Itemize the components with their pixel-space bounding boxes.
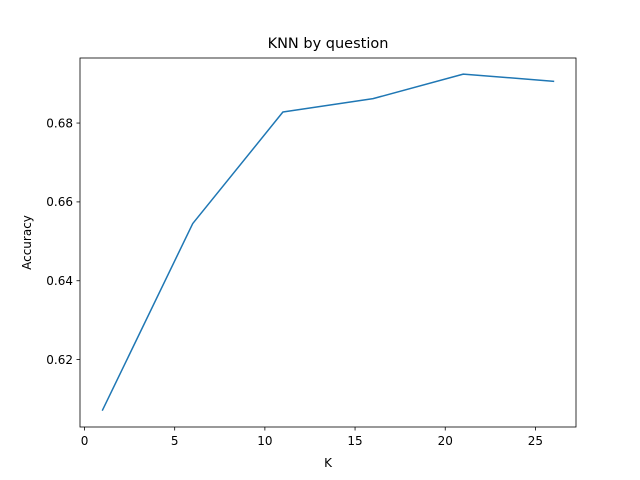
plot-frame <box>79 57 577 428</box>
plot-area-background <box>80 58 576 427</box>
accuracy-series-line <box>101 73 555 412</box>
x-tick-label: 15 <box>347 434 362 448</box>
y-axis-label: Accuracy <box>20 215 34 270</box>
x-tick-label: 25 <box>528 434 543 448</box>
x-axis-label: K <box>324 456 333 470</box>
x-tick-label: 0 <box>81 434 89 448</box>
y-tick-label: 0.62 <box>46 353 73 367</box>
y-tick-label: 0.64 <box>46 274 73 288</box>
chart-title: KNN by question <box>268 36 389 52</box>
x-axis-ticks: 0 5 10 15 20 25 <box>81 427 543 448</box>
x-tick-label: 20 <box>438 434 453 448</box>
x-tick-label: 10 <box>257 434 272 448</box>
y-axis-ticks: 0.62 0.64 0.66 0.68 <box>46 116 80 367</box>
y-tick-label: 0.68 <box>46 116 73 130</box>
y-tick-label: 0.66 <box>46 195 73 209</box>
x-tick-label: 5 <box>171 434 179 448</box>
